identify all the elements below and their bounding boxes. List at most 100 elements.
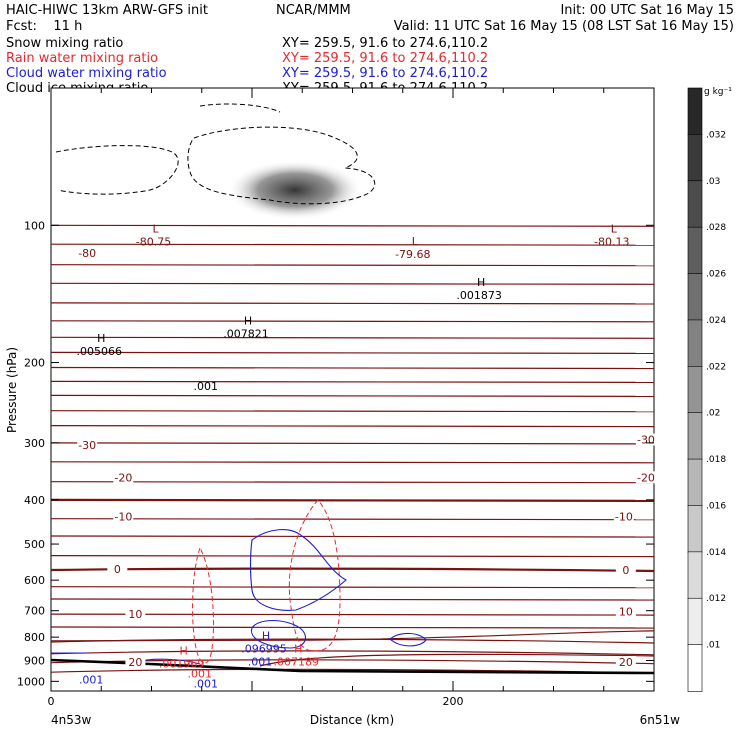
label-backdrop [77,246,98,259]
colorbar-label: .018 [706,455,726,465]
colorbar-label: .024 [706,316,726,326]
colorbar-swatch [687,273,703,321]
colorbar-swatch [687,458,703,507]
isotherm-line [51,630,654,642]
extremum-marker: H [244,314,252,327]
isotherm-line [51,442,654,445]
colorbar-swatch [687,644,703,692]
colorbar: .032 .03 .028 .026 .024 .022 .02 .018 .016 .014 .0… [687,87,726,692]
colorbar-label: .01 [706,641,720,651]
extremum-value: -80.75 [136,236,171,249]
isotherm-label: -30 [78,439,96,452]
field-xy-cloud-water: XY= 259.5, 91.6 to 274.6,110.2 [282,66,488,81]
isotherm-line [51,224,654,227]
label-backdrop [113,471,134,484]
extremum-value: .007189 [273,655,319,668]
y-tick-label: 100 [24,219,45,232]
label-backdrop [107,562,128,575]
y-tick-label: 200 [24,357,45,370]
extremum-marker: H [262,630,270,643]
cloud-water-contours [51,529,427,665]
colorbar-label: .026 [706,270,726,280]
isotherm-line [51,659,654,665]
isotherm-line [51,626,654,629]
field-xy-rain: XY= 259.5, 91.6 to 274.6,110.2 [282,51,488,66]
isotherm-line [51,264,654,267]
isotherm-line [51,535,654,538]
extremum-marker: H [294,642,302,655]
extremum-value: -79.68 [395,248,430,261]
isotherm-line [51,302,654,305]
isotherm-label: -10 [114,510,132,523]
isotherm-line [51,598,654,601]
y-tick-label: 800 [24,631,45,644]
extremum-value: .007821 [223,327,269,340]
colorbar-swatch [687,226,703,275]
contour-label: .001 [187,667,212,680]
isotherm-label: 20 [128,656,142,669]
label-backdrop [613,510,634,523]
extremum-marker: H [477,276,485,289]
isotherm-line [51,282,654,285]
header-forecast-hour: Fcst: 11 h [6,19,82,34]
extremum-value: -80.13 [594,236,629,249]
colorbar-label: .022 [706,362,726,372]
contour-label: .001 [79,673,104,686]
colorbar-swatch [687,597,703,646]
rain-contour-right [288,499,341,652]
extremum-marker: H [97,332,105,345]
field-name-cloud-water: Cloud water mixing ratio [6,66,167,81]
ground-surface [51,658,654,675]
isotherm-line [51,336,654,339]
isotherm-label: -30 [637,434,655,447]
extremum-marker: L [611,223,618,236]
colorbar-swatch [687,87,703,136]
colorbar-swatch [687,319,703,368]
rain-contour-left [192,546,214,664]
cloud-water-contour-small [389,632,427,647]
isotherm-line [51,320,654,323]
cloud-water-contour-main [249,529,347,611]
label-backdrop [125,656,146,669]
isotherm-label: 10 [128,608,142,621]
isotherm-label: 20 [619,656,633,669]
isotherm-line [51,243,654,246]
label-backdrop [113,510,134,523]
isotherm-line [51,555,654,558]
field-xy-snow: XY= 259.5, 91.6 to 274.6,110.2 [282,36,488,51]
extremum-value: .001873 [456,289,502,302]
y-tick-label: 300 [24,437,45,450]
colorbar-label: .03 [706,177,720,187]
x-tick-label: 200 [443,695,464,708]
extremum-marker: L [152,223,159,236]
isotherm-line [51,380,654,383]
x-endpoint-right: 6n51w [640,713,681,727]
y-tick-label: 1000 [17,675,45,688]
snow-contour-top [199,103,281,113]
colorbar-swatch [687,180,703,228]
isotherm-line [51,410,654,413]
isotherm-line [51,498,654,502]
isotherm-line [51,650,654,656]
colorbar-label: .032 [706,130,726,140]
colorbar-swatch [687,134,703,182]
contour-label: .001 [194,677,219,690]
colorbar-label: .012 [706,594,726,604]
y-axis-label: Pressure (hPa) [5,347,19,433]
isotherm-line [51,366,654,370]
extremum-value: .001969 [159,657,205,670]
isotherm-label: 10 [619,605,633,618]
snow-contour-center [187,126,376,205]
colorbar-swatch [687,551,703,600]
y-tick-label: 900 [24,654,45,667]
colorbar-unit: g kg⁻¹ [704,87,732,97]
x-axis-label: Distance (km) [310,713,394,727]
colorbar-label: .014 [706,548,726,558]
extremum-marker: H [180,644,188,657]
isotherm-line [51,425,654,428]
isotherm-line [51,613,654,616]
isotherm-label: 0 [114,563,121,576]
label-backdrop [635,471,656,484]
extremum-marker: L [412,235,419,248]
